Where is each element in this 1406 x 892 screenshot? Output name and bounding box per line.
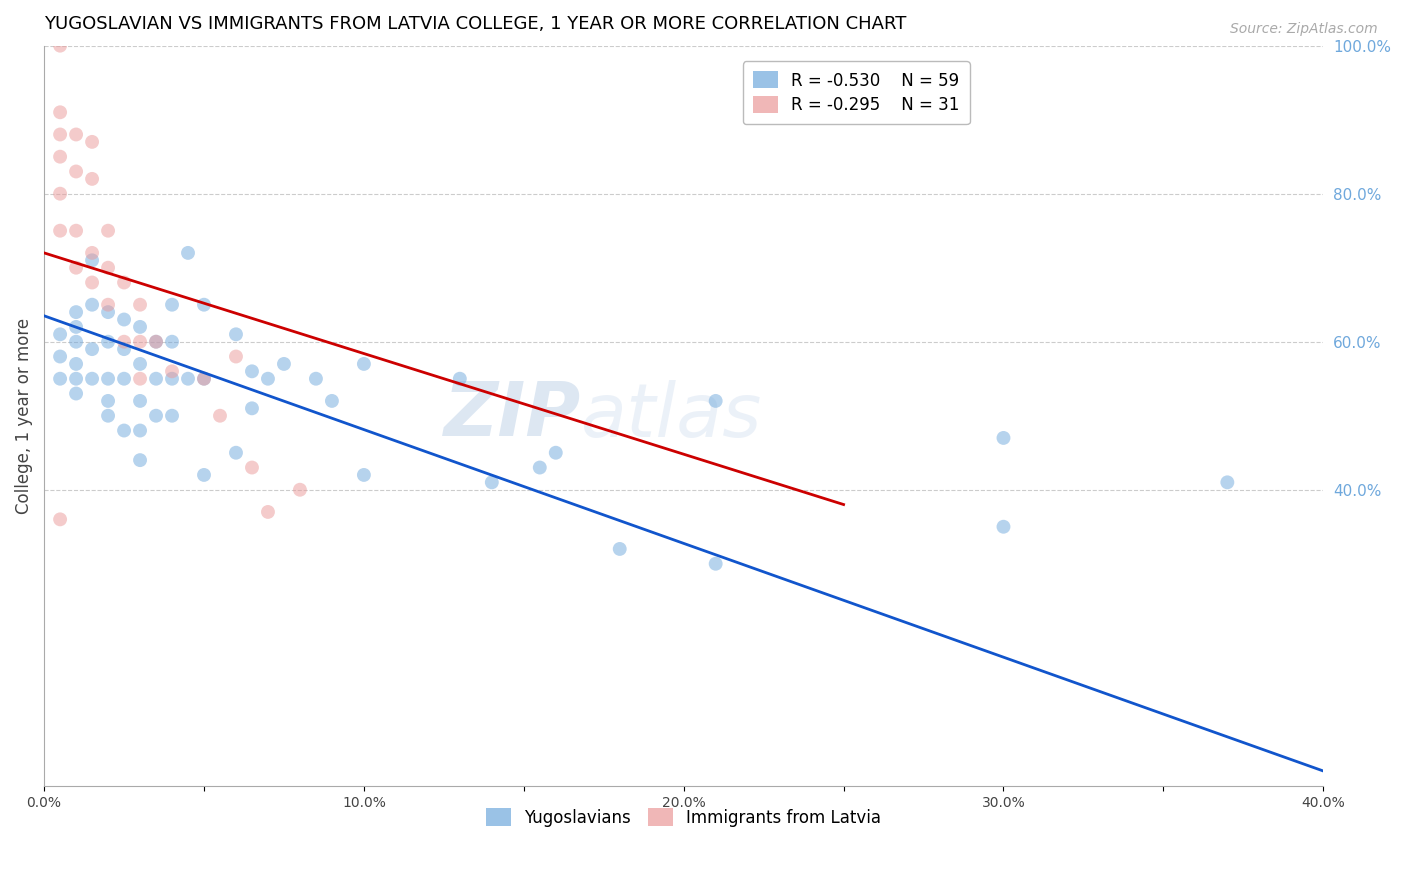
Point [481, 475, 503, 490]
Point [129, 393, 152, 408]
Point [353, 467, 375, 482]
Point [112, 312, 135, 326]
Point [240, 364, 263, 378]
Point [449, 372, 471, 386]
Point [129, 372, 152, 386]
Point [65, 305, 87, 319]
Point [993, 520, 1015, 534]
Point [97, 372, 120, 386]
Legend: Yugoslavians, Immigrants from Latvia: Yugoslavians, Immigrants from Latvia [477, 798, 891, 837]
Point [97, 298, 120, 312]
Point [321, 393, 343, 408]
Point [80, 135, 103, 149]
Point [65, 224, 87, 238]
Point [177, 372, 200, 386]
Point [129, 298, 152, 312]
Point [65, 319, 87, 334]
Point [177, 246, 200, 260]
Point [49, 372, 72, 386]
Point [129, 424, 152, 438]
Y-axis label: College, 1 year or more: College, 1 year or more [15, 318, 32, 514]
Point [305, 372, 328, 386]
Point [193, 467, 215, 482]
Point [97, 393, 120, 408]
Point [65, 260, 87, 275]
Point [257, 505, 280, 519]
Point [65, 164, 87, 178]
Point [49, 38, 72, 53]
Point [97, 224, 120, 238]
Point [1216, 475, 1239, 490]
Point [80, 172, 103, 186]
Point [288, 483, 311, 497]
Point [240, 401, 263, 416]
Point [145, 334, 167, 349]
Point [129, 357, 152, 371]
Point [80, 372, 103, 386]
Point [97, 260, 120, 275]
Point [49, 186, 72, 201]
Text: ZIP: ZIP [444, 379, 581, 452]
Point [129, 334, 152, 349]
Point [80, 253, 103, 268]
Point [609, 541, 631, 556]
Point [704, 393, 727, 408]
Point [49, 150, 72, 164]
Point [544, 446, 567, 460]
Point [129, 319, 152, 334]
Point [97, 305, 120, 319]
Point [160, 372, 183, 386]
Point [160, 409, 183, 423]
Point [129, 453, 152, 467]
Point [145, 409, 167, 423]
Point [49, 512, 72, 526]
Point [65, 386, 87, 401]
Point [160, 298, 183, 312]
Point [193, 372, 215, 386]
Point [65, 334, 87, 349]
Point [112, 276, 135, 290]
Point [112, 424, 135, 438]
Point [704, 557, 727, 571]
Point [97, 334, 120, 349]
Point [80, 276, 103, 290]
Text: Source: ZipAtlas.com: Source: ZipAtlas.com [1230, 22, 1378, 37]
Point [112, 334, 135, 349]
Point [145, 334, 167, 349]
Point [240, 460, 263, 475]
Point [49, 224, 72, 238]
Point [193, 298, 215, 312]
Text: atlas: atlas [581, 380, 762, 451]
Point [80, 342, 103, 356]
Point [49, 105, 72, 120]
Point [273, 357, 295, 371]
Point [353, 357, 375, 371]
Point [225, 446, 247, 460]
Text: YUGOSLAVIAN VS IMMIGRANTS FROM LATVIA COLLEGE, 1 YEAR OR MORE CORRELATION CHART: YUGOSLAVIAN VS IMMIGRANTS FROM LATVIA CO… [44, 15, 907, 33]
Point [80, 298, 103, 312]
Point [208, 409, 231, 423]
Point [112, 342, 135, 356]
Point [49, 350, 72, 364]
Point [65, 128, 87, 142]
Point [225, 327, 247, 342]
Point [80, 246, 103, 260]
Point [160, 364, 183, 378]
Point [112, 372, 135, 386]
Point [49, 327, 72, 342]
Point [49, 128, 72, 142]
Point [225, 350, 247, 364]
Point [65, 357, 87, 371]
Point [160, 334, 183, 349]
Point [97, 409, 120, 423]
Point [145, 372, 167, 386]
Point [529, 460, 551, 475]
Point [65, 372, 87, 386]
Point [193, 372, 215, 386]
Point [257, 372, 280, 386]
Point [993, 431, 1015, 445]
